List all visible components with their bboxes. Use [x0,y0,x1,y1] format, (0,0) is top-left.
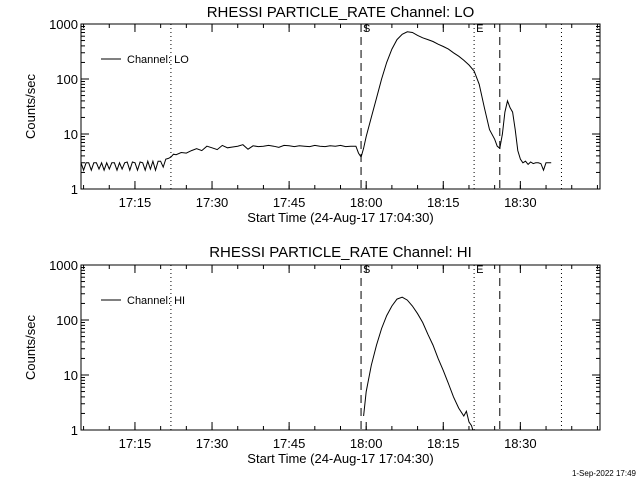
series-line [80,31,552,173]
legend-entry-label: Channel: LO [127,54,189,66]
x-axis-title: Start Time (24-Aug-17 17:04:30) [247,210,433,225]
x-axis-title: Start Time (24-Aug-17 17:04:30) [247,451,433,466]
y-tick-label: 1000 [49,17,78,32]
chart-title: RHESSI PARTICLE_RATE Channel: LO [207,4,475,21]
y-tick-label: 1 [71,423,78,438]
chart-title: RHESSI PARTICLE_RATE Channel: HI [209,244,472,261]
y-tick-label: 100 [56,72,78,87]
time-marker-label: E [476,23,483,35]
legend: Channel: HI [101,295,185,307]
legend-entry-label: Channel: HI [127,295,185,307]
y-tick-label: 1000 [49,258,78,273]
y-axis-title: Counts/sec [23,73,38,139]
plot-frame [80,23,601,190]
y-tick-label: 10 [64,127,78,142]
x-tick-label: 18:00 [350,436,383,451]
x-tick-label: 18:00 [350,195,383,210]
series-line [363,296,474,431]
x-tick-label: 17:30 [196,195,229,210]
time-marker-label: S [363,264,370,276]
x-tick-label: 18:30 [504,195,537,210]
x-tick-label: 17:45 [273,195,306,210]
y-tick-label: 1 [71,182,78,197]
x-tick-label: 17:15 [119,195,152,210]
x-tick-label: 17:30 [196,436,229,451]
x-tick-label: 18:15 [427,436,460,451]
chart-panel-1: RHESSI PARTICLE_RATE Channel: LO Counts/s… [23,4,601,225]
legend: Channel: LO [101,54,189,66]
x-tick-label: 17:15 [119,436,152,451]
y-axis-title: Counts/sec [23,314,38,380]
y-tick-label: 100 [56,313,78,328]
x-tick-label: 17:45 [273,436,306,451]
chart-panel-2: RHESSI PARTICLE_RATE Channel: HI Counts/s… [23,244,601,466]
time-marker-label: E [476,264,483,276]
plot-frame [80,264,601,431]
y-tick-label: 10 [64,368,78,383]
time-marker-label: S [363,23,370,35]
x-tick-label: 18:30 [504,436,537,451]
x-tick-label: 18:15 [427,195,460,210]
